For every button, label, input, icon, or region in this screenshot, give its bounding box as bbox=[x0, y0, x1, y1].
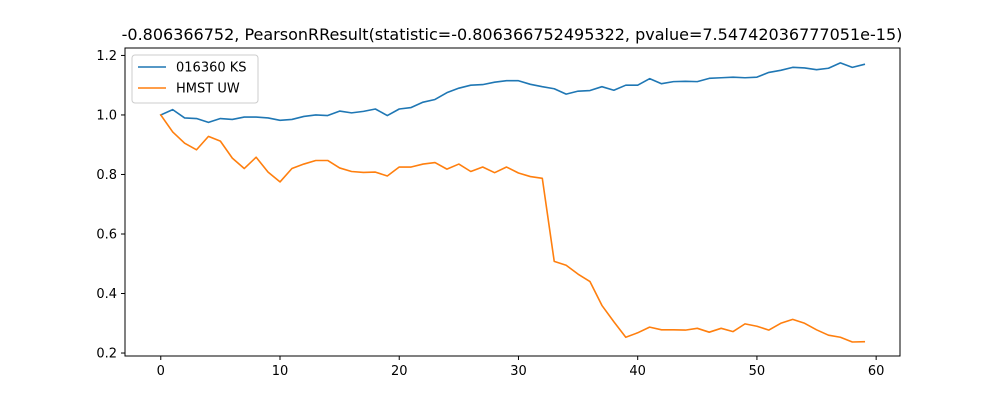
y-axis: 0.2 0.4 0.6 0.8 1.0 1.2 bbox=[96, 49, 125, 362]
y-tick-label: 0.4 bbox=[96, 287, 117, 302]
y-tick-label: 1.2 bbox=[96, 49, 117, 64]
x-tick-label: 0 bbox=[157, 364, 165, 379]
x-tick-label: 40 bbox=[629, 364, 646, 379]
legend-label-0: 016360 KS bbox=[176, 61, 247, 76]
legend: 016360 KS HMST UW bbox=[131, 54, 259, 104]
plot-frame bbox=[124, 47, 901, 357]
x-tick-label: 10 bbox=[272, 364, 289, 379]
y-tick-label: 1.0 bbox=[96, 108, 117, 123]
chart-title: -0.806366752, PearsonRResult(statistic=-… bbox=[122, 25, 903, 44]
y-tick-label: 0.6 bbox=[96, 227, 117, 242]
series-layer bbox=[159, 62, 866, 343]
x-tick-label: 50 bbox=[749, 364, 766, 379]
y-tick-label: 0.8 bbox=[96, 168, 117, 183]
series-line-0 bbox=[159, 62, 866, 124]
x-tick-label: 20 bbox=[391, 364, 408, 379]
x-axis: 0 10 20 30 40 50 60 bbox=[157, 356, 885, 379]
legend-label-1: HMST UW bbox=[176, 82, 240, 97]
series-line-1 bbox=[159, 113, 866, 343]
x-tick-label: 30 bbox=[510, 364, 527, 379]
x-tick-label: 60 bbox=[868, 364, 885, 379]
y-tick-label: 0.2 bbox=[96, 347, 117, 362]
